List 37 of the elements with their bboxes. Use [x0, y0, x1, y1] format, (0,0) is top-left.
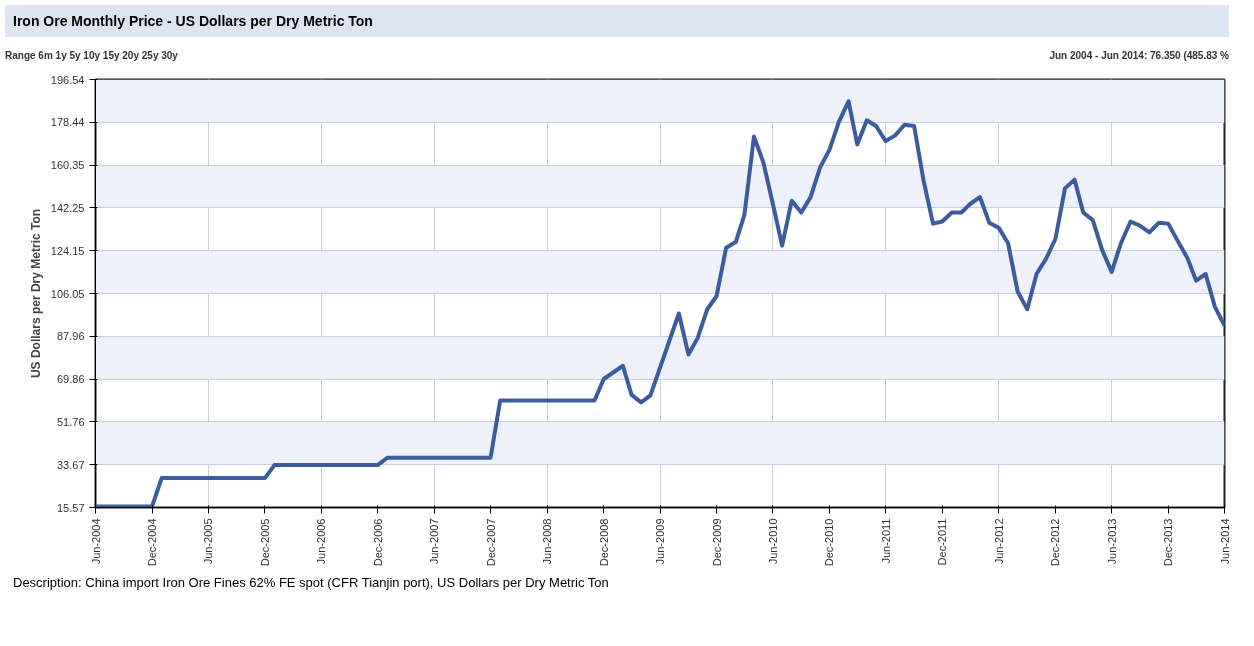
x-tick-label: Dec-2010 — [823, 518, 836, 567]
x-tick-label: Dec-2008 — [597, 518, 610, 567]
y-tick-label: 160.35 — [50, 159, 85, 172]
x-tick-label: Dec-2009 — [710, 518, 723, 567]
x-tick-label: Jun-2012 — [992, 518, 1005, 565]
x-tick-label: Dec-2007 — [484, 518, 497, 567]
y-axis-title: US Dollars per Dry Metric Ton — [28, 209, 43, 379]
x-tick-label: Jun-2008 — [541, 518, 554, 565]
x-tick-label: Jun-2010 — [766, 518, 779, 565]
x-tick-label: Dec-2013 — [1162, 518, 1175, 567]
y-tick-label: 87.96 — [56, 330, 85, 343]
x-tick-label: Dec-2004 — [146, 518, 159, 567]
x-tick-label: Jun-2009 — [654, 518, 666, 565]
text: Range 6m 1y 5y 10y 15y 20y 25y 30y — [5, 49, 178, 63]
x-tick-label: Dec-2011 — [936, 518, 949, 566]
x-tick-label: Jun-2004 — [89, 518, 102, 565]
text: Description: China import Iron Ore Fines 62% FE spot (CFR Tianjin port), US Dollars per Dry Metric Ton — [12, 574, 609, 593]
y-tick-label: 124.15 — [50, 244, 85, 257]
x-tick-label: Jun-2011 — [879, 518, 892, 564]
chart-title: Iron Ore Monthly Price - US Dollars per Dry Metric Ton — [5, 5, 1229, 37]
text: Jun 2004 - Jun 2014: 76.350 (485.83 % — [1048, 49, 1229, 63]
x-tick-label: Jun-2013 — [1105, 518, 1118, 565]
x-tick-label: Jun-2007 — [428, 518, 441, 565]
y-tick-label: 196.54 — [50, 73, 85, 86]
y-tick-label: 51.76 — [56, 416, 85, 429]
y-tick-label: 142.25 — [50, 202, 85, 215]
y-tick-label: 33.67 — [56, 458, 85, 471]
x-tick-label: Jun-2006 — [315, 518, 328, 565]
y-tick-label: 178.44 — [50, 116, 85, 129]
x-tick-label: Dec-2005 — [258, 518, 271, 567]
x-tick-label: Dec-2012 — [1049, 518, 1062, 567]
y-tick-label: 69.86 — [56, 373, 85, 386]
x-tick-label: Jun-2005 — [202, 518, 215, 565]
x-tick-label: Dec-2006 — [371, 518, 384, 567]
y-tick-label: 106.05 — [50, 287, 85, 300]
y-tick-label: 15.57 — [56, 501, 85, 514]
x-tick-label: Jun-2014 — [1218, 518, 1231, 565]
